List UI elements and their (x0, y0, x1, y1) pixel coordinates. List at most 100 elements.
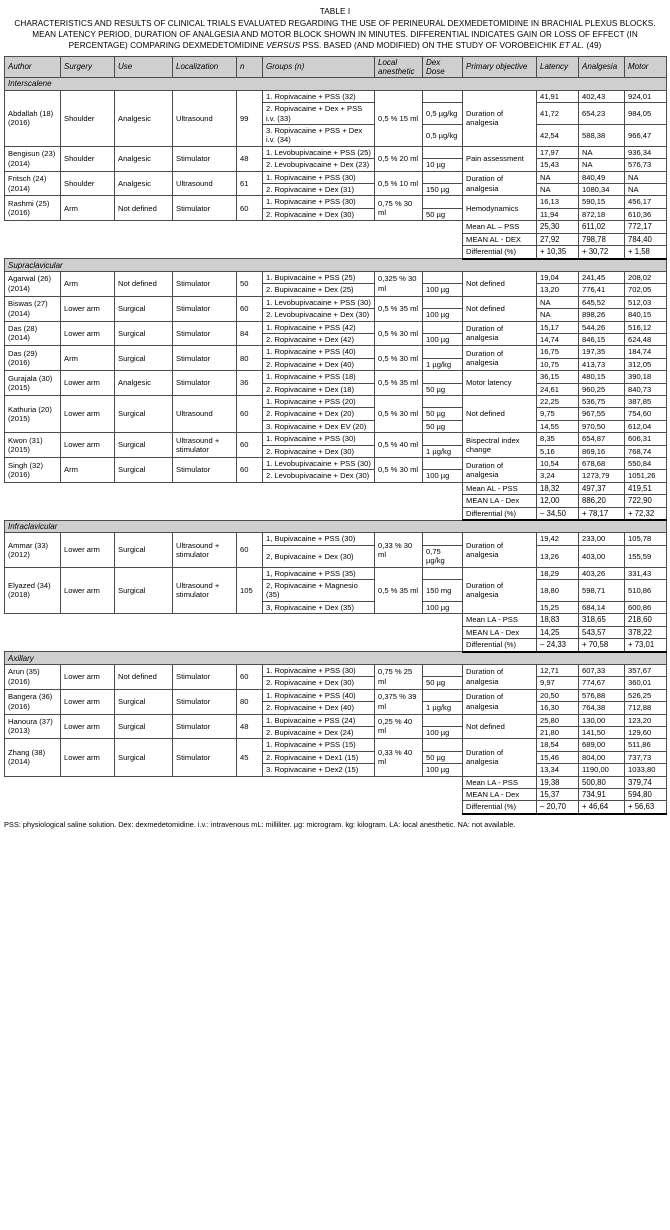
cell-latency: 42,54 (536, 124, 579, 147)
column-header-analgesia: Analgesia (578, 55, 625, 79)
table-row: Fritsch (24) (2014) Shoulder Analgesic Ultr… (4, 170, 667, 197)
cell-localization: Stimulator (172, 457, 237, 483)
cell-surgery: Lower arm (60, 295, 115, 322)
summary-value-motor: 419,51 (624, 481, 667, 496)
cell-group: 1. Ropivacaine + PSS (30) (262, 170, 375, 185)
cell-surgery: Arm (60, 270, 115, 297)
cell-group: 3. Ropivacaine + Dex2 (15) (262, 763, 375, 777)
cell-motor: NA (624, 170, 667, 185)
cell-author: Agarwal (26) (2014) (4, 270, 61, 297)
cell-motor: 936,34 (624, 145, 667, 160)
summary-spacer (4, 220, 463, 259)
cell-motor: 511,86 (624, 738, 667, 752)
cell-motor: 702,05 (624, 283, 667, 297)
cell-dex-dose (422, 145, 463, 160)
cell-analgesia: 967,55 (578, 407, 625, 421)
table-row: Kathuria (20) (2015) Lower arm Surgical Ult… (4, 394, 667, 434)
cell-analgesia: 684,14 (578, 600, 625, 615)
cell-dex-dose: 100 µg (422, 725, 463, 740)
cell-motor: 105,78 (624, 532, 667, 546)
cell-author: Biswas (27) (2014) (4, 295, 61, 322)
summary-row: MEAN LA - Dex 14,25 543,57 378,22 (5, 625, 667, 640)
cell-motor: 512,03 (624, 295, 667, 310)
cell-dex-dose: 0,75 µg/kg (422, 544, 463, 568)
cell-motor: 357,67 (624, 663, 667, 678)
summary-spacer (4, 776, 463, 814)
cell-motor: 123,20 (624, 713, 667, 727)
cell-dex-dose: 1 µg/kg (422, 444, 463, 459)
table-row: Das (29) (2016) Arm Surgical Stimulator 80 1.… (4, 345, 667, 372)
cell-local-anesthetic: 0,75 % 30 ml (374, 195, 423, 222)
cell-analgesia: NA (578, 145, 625, 160)
cell-primary-objective: Duration of analgesia (462, 457, 537, 483)
cell-use: Surgical (114, 432, 173, 459)
table-number: TABLE I (319, 7, 351, 16)
cell-surgery: Arm (60, 345, 115, 372)
cell-motor: NA (624, 183, 667, 197)
summary-value-latency: – 24,33 (536, 638, 579, 653)
cell-analgesia: 413,73 (578, 357, 625, 372)
summary-value-analgesia: 497,37 (578, 481, 625, 496)
cell-motor: 360,01 (624, 676, 667, 690)
cell-latency: 15,17 (536, 320, 579, 334)
column-header-n: n (236, 55, 263, 79)
summary-row: MEAN LA - Dex 12,00 886,20 722,90 (5, 494, 667, 508)
cell-n: 60 (236, 195, 263, 222)
cell-dex-dose (422, 270, 463, 285)
summary-value-analgesia: 543,57 (578, 625, 625, 640)
cell-latency: 12,71 (536, 663, 579, 678)
cell-surgery: Lower arm (60, 394, 115, 434)
cell-localization: Ultrasound + stimulator (172, 532, 237, 568)
cell-motor: 600,86 (624, 600, 667, 615)
cell-motor: 129,60 (624, 725, 667, 740)
cell-latency: 10,75 (536, 357, 579, 372)
cell-group: 1. Ropivacaine + PSS (30) (262, 195, 375, 209)
cell-group: 2. Bupivacaine + Dex (24) (262, 725, 375, 740)
cell-analgesia: 654,87 (578, 432, 625, 446)
cell-motor: 612,04 (624, 419, 667, 434)
cell-group: 2, Ropivacaine + Magnesio (35) (262, 579, 375, 602)
cell-dex-dose: 50 µg (422, 382, 463, 397)
table-row: Abdallah (18) (2016) Shoulder Analgesic Ult… (4, 89, 667, 147)
cell-author: Singh (32) (2016) (4, 457, 61, 483)
cell-surgery: Lower arm (60, 713, 115, 740)
clinical-trials-table: Author Surgery Use Localization n Groups (n) L… (4, 55, 667, 815)
cell-surgery: Arm (60, 195, 115, 222)
cell-motor: 984,05 (624, 102, 667, 126)
cell-dex-dose: 100 µg (422, 308, 463, 322)
cell-group: 2. Ropivacaine + Dex (30) (262, 676, 375, 690)
cell-group: 1. Ropivacaine + PSS (30) (262, 432, 375, 446)
cell-latency: 21,80 (536, 725, 579, 740)
cell-analgesia: 480,15 (578, 370, 625, 384)
cell-motor: 924,01 (624, 89, 667, 104)
cell-author: Kwon (31) (2015) (4, 432, 61, 459)
cell-author: Ammar (33) (2012) (4, 532, 61, 568)
summary-row: Mean AL – PSS 25,30 611,02 772,17 (4, 220, 667, 259)
cell-motor: 966,47 (624, 124, 667, 147)
cell-n: 99 (236, 89, 263, 147)
summary-value-motor: 784,40 (624, 232, 667, 247)
column-header-surgery: Surgery (60, 55, 115, 79)
section-header-axillary: Axillary (4, 651, 667, 665)
cell-local-anesthetic: 0,5 % 35 ml (374, 370, 423, 396)
cell-motor: 387,85 (624, 394, 667, 409)
cell-latency: 15,25 (536, 600, 579, 615)
cell-author: Hanoura (37) (2013) (4, 713, 61, 740)
cell-n: 60 (236, 532, 263, 568)
cell-motor: 208,02 (624, 270, 667, 285)
table-row: 2. Ropivacaine + Dex (20) 50 µg 9,75 967,55… (5, 407, 667, 421)
cell-motor: 610,36 (624, 207, 667, 222)
cell-group: 1. Ropivacaine + PSS (20) (262, 394, 375, 409)
cell-group: 2. Ropivacaine + Dex (40) (262, 701, 375, 715)
cell-localization: Stimulator (172, 195, 237, 222)
summary-value-analgesia: 798,78 (578, 232, 625, 247)
cell-author: Das (29) (2016) (4, 345, 61, 372)
cell-n: 60 (236, 295, 263, 322)
cell-author: Bengisun (23) (2014) (4, 145, 61, 172)
section-label: Interscalene (4, 77, 667, 91)
cell-use: Not defined (114, 663, 173, 690)
cell-latency: NA (536, 295, 579, 310)
cell-group: 3. Ropivacaine + Dex EV (20) (262, 419, 375, 434)
cell-n: 80 (236, 345, 263, 372)
cell-latency: 9,75 (536, 407, 579, 421)
